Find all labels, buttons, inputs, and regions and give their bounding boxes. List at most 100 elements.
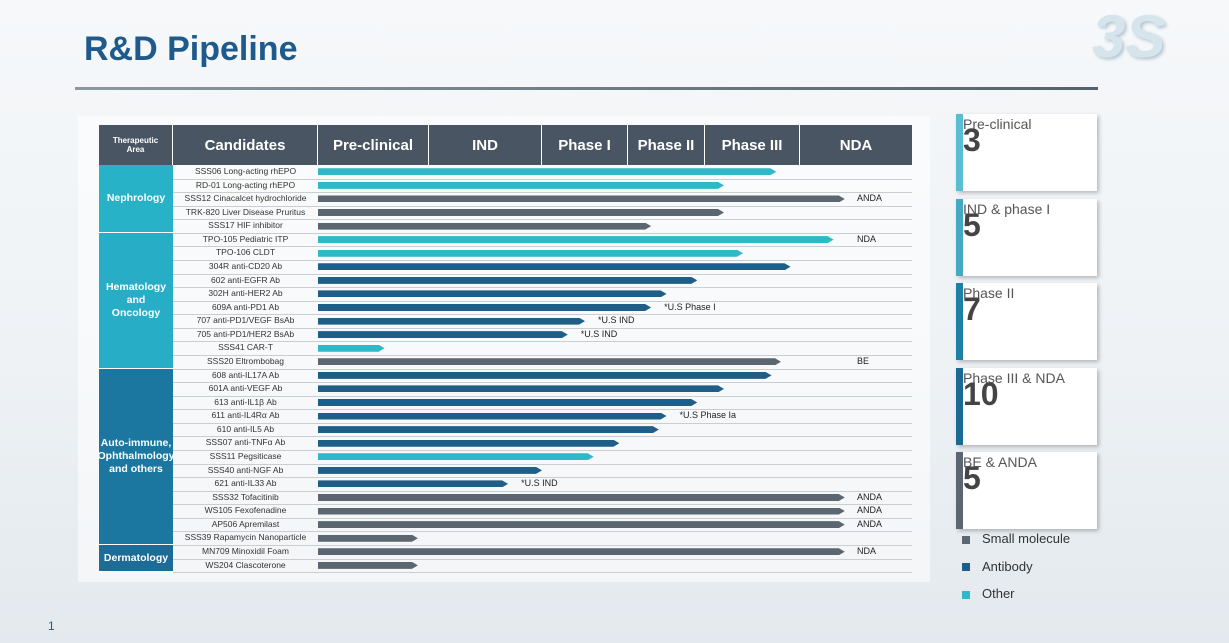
row-line [173, 273, 912, 275]
summary-number: 10 [963, 375, 999, 412]
bar [318, 209, 724, 216]
row-line [173, 449, 912, 451]
candidate: 609A anti-PD1 Ab [211, 301, 280, 312]
bar [318, 372, 772, 379]
bar [318, 548, 845, 555]
candidate: SSS07 anti-TNFα Ab [205, 437, 286, 448]
summary-number: 7 [963, 291, 981, 327]
summary-label: BE & ANDA [963, 454, 1037, 470]
row-line [173, 517, 912, 519]
summary-label: Phase II [963, 285, 1015, 301]
legend-item: Other [962, 586, 1015, 601]
candidate: RD-01 Long-acting rhEPO [195, 179, 296, 190]
row-line [173, 463, 912, 465]
column-header: Therapeutic Area [99, 125, 173, 165]
row-line [173, 490, 912, 492]
legend-label: Small molecule [982, 531, 1071, 546]
candidate: WS105 Fexofenadine [204, 505, 287, 516]
row-line [173, 531, 912, 533]
bar [318, 358, 781, 365]
row-line [173, 205, 912, 207]
note: NDA [857, 545, 877, 556]
legend-item: Antibody [962, 559, 1033, 574]
bar [318, 304, 651, 311]
row-line [173, 436, 912, 438]
bar [318, 453, 594, 460]
summary-card: 7 Phase II [956, 283, 1097, 360]
summary-number: 3 [963, 122, 981, 158]
bar [318, 168, 776, 175]
candidate: TPO-106 CLDT [215, 247, 276, 258]
summary-label: Phase III & NDA [963, 369, 1065, 386]
candidate: 613 anti-IL1β Ab [214, 396, 277, 407]
bar [318, 440, 619, 447]
row-line [173, 178, 912, 180]
page-number: 1 [48, 619, 55, 633]
candidate: SSS20 Eltrombobag [206, 355, 285, 366]
candidate: AP506 Apremilast [211, 518, 280, 529]
candidate: WS204 Clascoterone [205, 559, 286, 570]
note: ANDA [857, 193, 883, 204]
row-line [173, 219, 912, 221]
row-line [173, 395, 912, 397]
candidate: MN709 Minoxidil Foam [202, 545, 289, 556]
column-header: NDA [800, 125, 912, 165]
bar [318, 508, 845, 515]
therapeutic-area: Dermatology [99, 544, 173, 573]
candidate: SSS32 Tofacitinib [212, 491, 279, 502]
row-line [173, 246, 912, 248]
row-line [173, 259, 912, 261]
row-line [173, 327, 912, 329]
note: NDA [857, 233, 877, 244]
row-line [173, 422, 912, 424]
candidate: SSS39 Rapamycin Nanoparticle [184, 532, 307, 543]
candidate: SSS40 anti-NGF Ab [207, 464, 284, 475]
candidate: 302H anti-HER2 Ab [208, 288, 283, 299]
column-header: Phase II [628, 125, 705, 165]
candidate: 608 anti-IL17A Ab [211, 369, 280, 380]
legend-label: Other [982, 586, 1015, 601]
note: *U.S IND [580, 328, 618, 339]
bar [318, 223, 651, 230]
bar [318, 413, 667, 420]
bar [318, 562, 418, 569]
note: ANDA [857, 491, 883, 502]
bar [318, 331, 568, 338]
candidate: SSS17 HIF inhibitor [208, 220, 283, 231]
summary-card: 5 BE & ANDA [956, 452, 1097, 529]
column-header: Candidates [173, 125, 318, 165]
candidate: SSS12 Cinacalcet hydrochloride [184, 193, 307, 204]
bar [318, 521, 845, 528]
summary-number: 5 [963, 206, 981, 243]
legend-swatch [962, 590, 970, 599]
bar [318, 290, 667, 297]
bar [318, 467, 542, 474]
summary-card: 5 IND & phase I [956, 198, 1097, 276]
bar [318, 480, 508, 487]
bar [318, 250, 743, 257]
candidate: 621 anti-IL33 Ab [214, 478, 277, 489]
note: ANDA [857, 518, 883, 529]
bar [318, 236, 834, 243]
summary-number: 5 [963, 460, 981, 496]
row-line [173, 368, 912, 370]
summary-card: 10 Phase III & NDA [956, 367, 1097, 445]
therapeutic-area: Hematology and Oncology [99, 232, 173, 369]
row-line [173, 544, 912, 546]
candidate: SSS11 Pegsiticase [209, 450, 282, 461]
bar [318, 494, 845, 501]
therapeutic-area: Nephrology [99, 165, 173, 233]
candidate: SSS41 CAR-T [218, 342, 273, 353]
note: *U.S IND [521, 478, 558, 489]
row-line [173, 409, 912, 411]
legend-label: Antibody [982, 558, 1033, 574]
bar [318, 345, 385, 352]
candidate: 601A anti-VEGF Ab [208, 383, 283, 394]
bar [318, 277, 697, 284]
row-line [173, 382, 912, 384]
candidate: SSS06 Long-acting rhEPO [194, 166, 297, 176]
summary-label: IND & phase I [963, 200, 1051, 217]
summary-label: Pre-clinical [963, 116, 1032, 132]
bar [318, 318, 585, 325]
candidate: 304R anti-CD20 Ab [208, 260, 283, 271]
